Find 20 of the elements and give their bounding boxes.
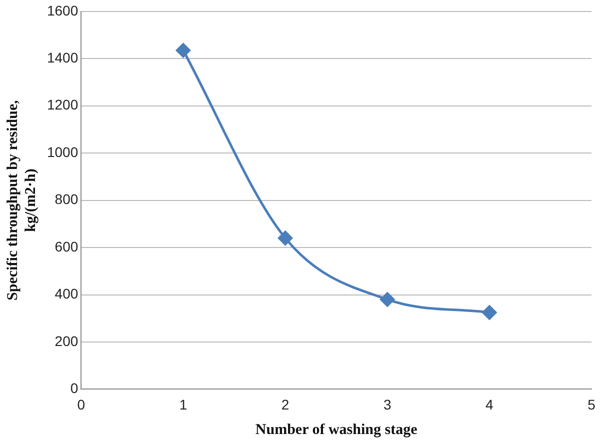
- y-tick-label: 800: [54, 191, 78, 208]
- y-tick-label: 1600: [46, 2, 78, 18]
- y-axis-title: Specific throughput by residue, kg/(m2·h): [4, 100, 39, 300]
- point: [176, 43, 190, 58]
- y-tick-label: 0: [70, 380, 78, 396]
- y-tick-label: 1000: [46, 144, 78, 160]
- y-tick-label: 400: [54, 286, 78, 302]
- x-tick-label: 3: [383, 396, 392, 412]
- x-tick-label: 5: [588, 396, 596, 412]
- point: [482, 305, 497, 320]
- y-tick-label: 1200: [46, 96, 78, 113]
- y-tick-label: 200: [54, 332, 78, 349]
- point: [278, 230, 293, 246]
- y-tick-label: 1400: [46, 49, 78, 66]
- x-tick-label: 2: [281, 396, 290, 412]
- x-tick-label: 4: [486, 396, 494, 412]
- point: [380, 292, 395, 307]
- x-axis-title: Number of washing stage: [255, 422, 418, 438]
- x-tick-label: 1: [179, 396, 188, 412]
- y-tick-label: 600: [54, 238, 78, 254]
